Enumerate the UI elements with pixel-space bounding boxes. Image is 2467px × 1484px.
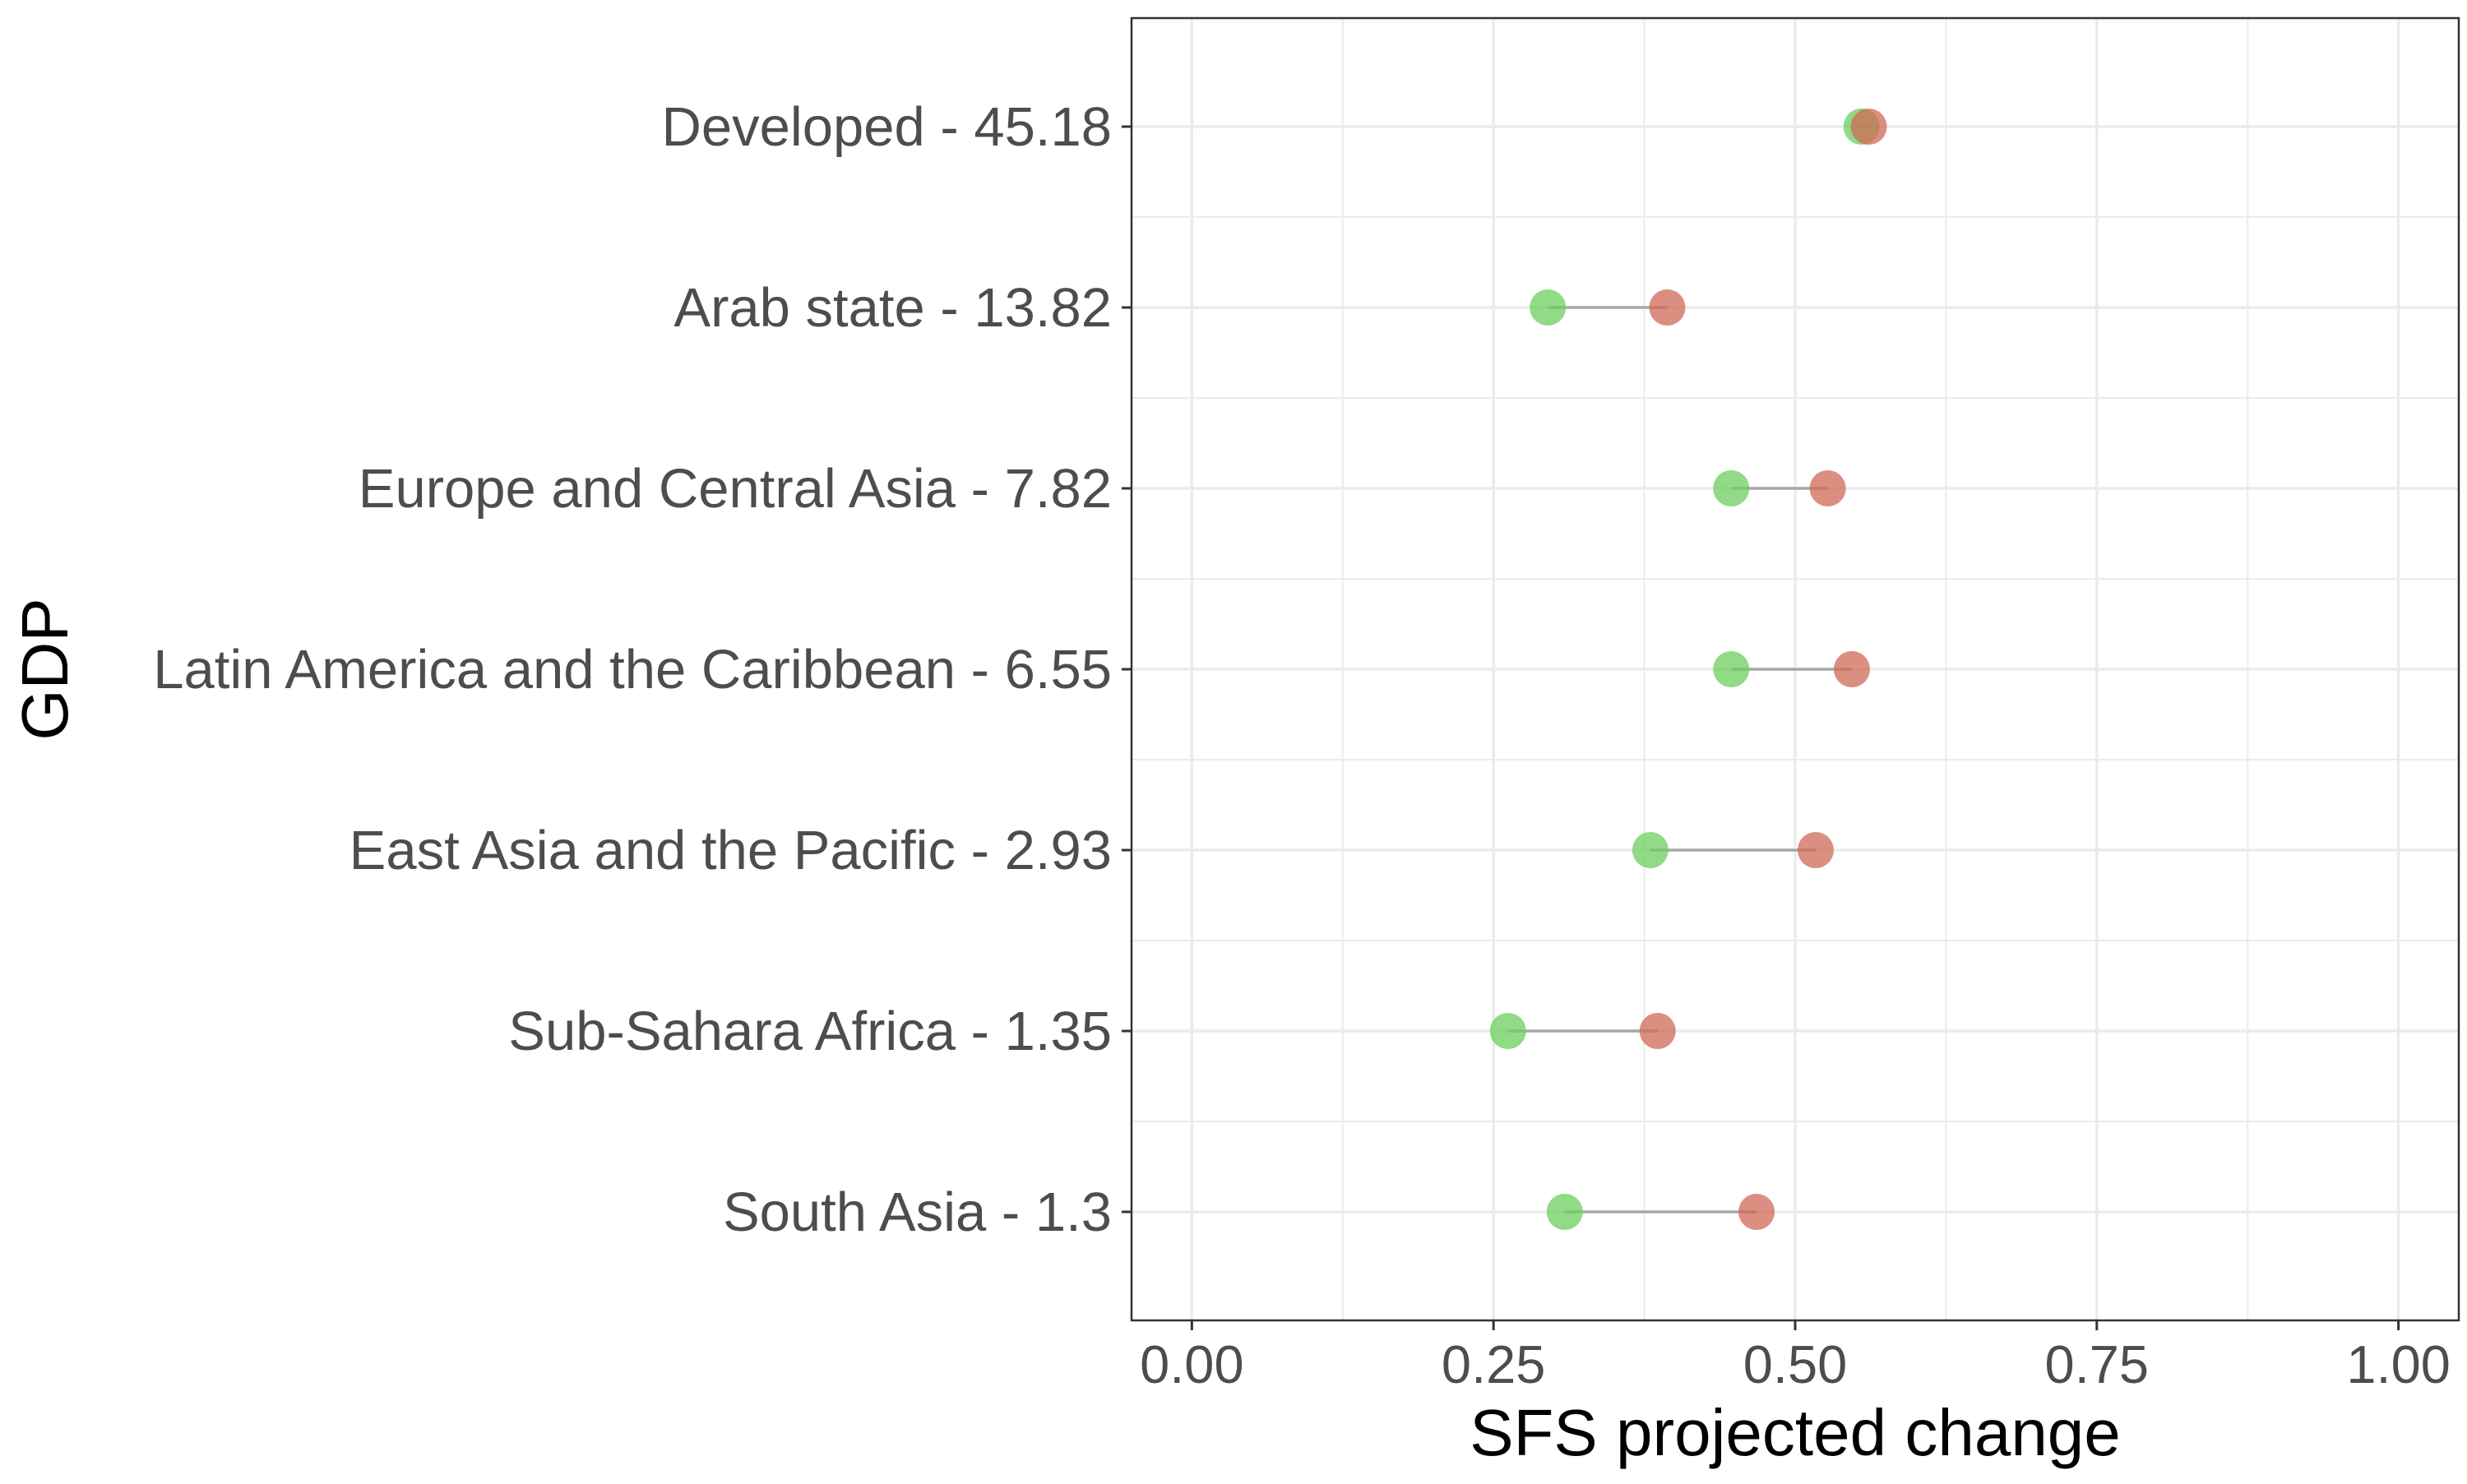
start-point [1489, 1013, 1526, 1049]
end-point [1850, 109, 1887, 145]
x-axis-title: SFS projected change [1470, 1396, 2121, 1469]
end-point [1639, 1013, 1676, 1049]
start-point [1632, 832, 1669, 868]
start-point [1713, 651, 1750, 687]
y-tick-label: Developed - 45.18 [661, 96, 1112, 158]
y-tick-label: Arab state - 13.82 [673, 277, 1112, 339]
y-tick-label: Latin America and the Caribbean - 6.55 [153, 639, 1112, 700]
end-point [1833, 651, 1870, 687]
x-tick-label: 0.00 [1140, 1334, 1244, 1394]
start-point [1546, 1194, 1583, 1230]
y-axis-title: GDP [8, 598, 81, 740]
x-tick-label: 0.50 [1743, 1334, 1848, 1394]
start-point [1530, 289, 1567, 326]
point-layer [1489, 109, 1887, 1230]
y-tick-label: Europe and Central Asia - 7.82 [359, 458, 1112, 520]
y-tick-label: East Asia and the Pacific - 2.93 [349, 820, 1112, 881]
y-tick-label: South Asia - 1.3 [723, 1181, 1112, 1243]
x-tick-label: 1.00 [2346, 1334, 2451, 1394]
end-point [1797, 832, 1834, 868]
end-point [1649, 289, 1686, 326]
end-point [1809, 470, 1846, 506]
y-tick-label: Sub-Sahara Africa - 1.35 [508, 1001, 1112, 1062]
start-point [1713, 470, 1750, 506]
x-tick-label: 0.25 [1442, 1334, 1546, 1394]
end-point [1738, 1194, 1775, 1230]
axis-layer: Developed - 45.18 Arab state - 13.82 Europ… [153, 96, 2451, 1394]
x-tick-label: 0.75 [2045, 1334, 2150, 1394]
